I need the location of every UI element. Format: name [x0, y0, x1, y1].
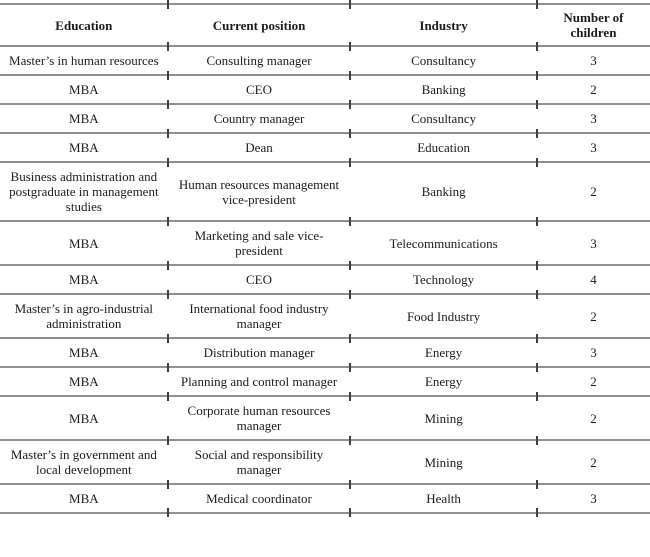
table-cell: Master’s in human resources [9, 53, 159, 68]
table-cell: Human resources management vice-presiden… [166, 157, 351, 221]
table-cell: MBA [69, 272, 99, 287]
table-row: MBA Distribution manager Energy 3 [0, 333, 650, 367]
table-row: Master’s in government and local develop… [0, 435, 650, 484]
table-cell: CEO [166, 260, 351, 294]
table-header: Education Current position Industry Number … [0, 0, 650, 46]
table-cell: International food industry manager [166, 289, 351, 338]
table-row: MBA Medical coordinator Health 3 [0, 479, 650, 516]
table-cell: Consultancy [349, 99, 537, 133]
column-header: Current position [166, 0, 351, 46]
table-cell: Master’s in agro-industrial administrati… [14, 301, 154, 331]
table-cell: 3 [535, 128, 650, 162]
table-cell: Marketing and sale vice-president [166, 216, 351, 265]
table-cell: Consulting manager [166, 41, 351, 75]
column-header: Industry [349, 0, 537, 46]
table-cell: CEO [166, 70, 351, 104]
table-cell: Country manager [166, 99, 351, 133]
table-cell: Energy [349, 362, 537, 396]
table-cell: Energy [349, 333, 537, 367]
table-cell: Consultancy [349, 41, 537, 75]
table-cell: 3 [535, 99, 650, 133]
table-row: Business administration and postgraduate… [0, 157, 650, 221]
table-row: MBA Corporate human resources manager Mini… [0, 391, 650, 440]
table-cell: Social and responsibility manager [166, 435, 351, 484]
table-row: MBA Country manager Consultancy 3 [0, 99, 650, 133]
table-cell: Banking [349, 70, 537, 104]
table-cell: 3 [535, 41, 650, 75]
table-cell: 2 [535, 157, 650, 221]
table-cell: 2 [535, 435, 650, 484]
table-header-row: Education Current position Industry Number … [0, 0, 650, 46]
table-row: Master’s in human resources Consulting ma… [0, 41, 650, 75]
table-row: MBA CEO Technology 4 [0, 260, 650, 294]
table-cell: MBA [69, 345, 99, 360]
table-row: MBA Planning and control manager Energy 2 [0, 362, 650, 396]
table-cell: MBA [69, 82, 99, 97]
table-cell: 2 [535, 391, 650, 440]
table-row: MBA Dean Education 3 [0, 128, 650, 162]
table-cell: MBA [69, 374, 99, 389]
table-cell: Education [349, 128, 537, 162]
table-cell: 2 [535, 289, 650, 338]
column-header: Education [55, 17, 113, 33]
table-cell: MBA [69, 491, 99, 506]
table-cell: MBA [69, 140, 99, 155]
table-cell: Business administration and postgraduate… [9, 169, 159, 214]
table-cell: Master’s in government and local develop… [10, 447, 157, 477]
table-cell: Medical coordinator [166, 479, 351, 516]
respondents-table: Education Current position Industry Number … [0, 0, 650, 516]
table-cell: Distribution manager [166, 333, 351, 367]
table-cell: Mining [349, 391, 537, 440]
table-cell: Mining [349, 435, 537, 484]
table-cell: 3 [535, 333, 650, 367]
table-row: MBA CEO Banking 2 [0, 70, 650, 104]
table-body: Master’s in human resources Consulting ma… [0, 41, 650, 516]
table-row: Master’s in agro-industrial administrati… [0, 289, 650, 338]
column-header: Number of children [535, 0, 650, 46]
table-cell: MBA [69, 235, 99, 251]
table-cell: Planning and control manager [166, 362, 351, 396]
table-cell: 2 [535, 70, 650, 104]
table-cell: Health [349, 479, 537, 516]
table-cell: Banking [349, 157, 537, 221]
table-cell: 2 [535, 362, 650, 396]
table-row: MBA Marketing and sale vice-president Tele… [0, 216, 650, 265]
table-cell: Food Industry [349, 289, 537, 338]
table-cell: Technology [349, 260, 537, 294]
table-cell: Corporate human resources manager [166, 391, 351, 440]
table-cell: 3 [535, 216, 650, 265]
table-cell: Telecommunications [349, 216, 537, 265]
table-cell: Dean [166, 128, 351, 162]
table-cell: 3 [535, 479, 650, 516]
table-cell: MBA [69, 410, 99, 426]
table-cell: MBA [69, 111, 99, 126]
table-cell: 4 [535, 260, 650, 294]
